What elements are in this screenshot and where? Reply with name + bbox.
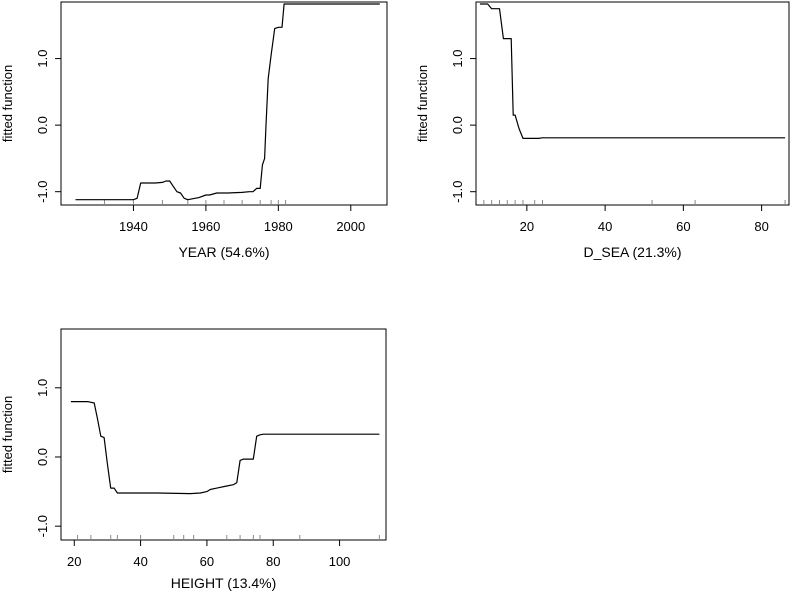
- y-axis-label: fitted function: [415, 65, 430, 142]
- x-tick-label: 1960: [191, 219, 220, 234]
- panel-year: 1940 1960 1980 2000 -1.0 0.0 1.0 YEAR (54.6%) fi…: [0, 1, 388, 260]
- y-tick-label: 0.0: [35, 116, 50, 134]
- y-tick-label: -1.0: [35, 180, 50, 202]
- plot-frame-d-sea: [475, 1, 790, 206]
- y-tick-label: 1.0: [35, 50, 50, 68]
- plot-frame-year: [60, 1, 388, 206]
- x-tick-label: 100: [329, 554, 351, 569]
- x-axis-label: YEAR (54.6%): [178, 244, 269, 260]
- fitted-function-line-year: [75, 3, 380, 201]
- x-tick-label: 2000: [336, 219, 365, 234]
- fitted-function-line-d-sea: [479, 3, 786, 139]
- x-tick-label: 40: [598, 219, 612, 234]
- x-tick-label: 40: [133, 554, 147, 569]
- x-tick-label: 20: [67, 554, 81, 569]
- fitted-function-line-height: [70, 401, 380, 495]
- panel-height: 20 40 60 80 100 -1.0 0.0 1.0 HEIGHT (13.4%) fitte…: [0, 328, 387, 591]
- y-axis-label: fitted function: [0, 65, 15, 142]
- x-axis-label: D_SEA (21.3%): [583, 244, 681, 260]
- y-tick-label: 0.0: [35, 448, 50, 466]
- y-tick-label: -1.0: [35, 515, 50, 537]
- y-tick-label: 1.0: [35, 379, 50, 397]
- x-tick-label: 80: [754, 219, 768, 234]
- x-tick-label: 1980: [264, 219, 293, 234]
- x-tick-label: 60: [200, 554, 214, 569]
- y-tick-label: -1.0: [450, 180, 465, 202]
- x-axis-label: HEIGHT (13.4%): [171, 575, 277, 591]
- plot-frame-height: [60, 328, 387, 541]
- x-tick-label: 1940: [119, 219, 148, 234]
- x-tick-label: 20: [520, 219, 534, 234]
- y-axis-label: fitted function: [0, 396, 15, 473]
- panel-d-sea: 20 40 60 80 -1.0 0.0 1.0 D_SEA (21.3%) fitted fu…: [415, 1, 790, 260]
- y-tick-label: 1.0: [450, 50, 465, 68]
- x-tick-label: 60: [676, 219, 690, 234]
- y-tick-label: 0.0: [450, 116, 465, 134]
- x-tick-label: 80: [266, 554, 280, 569]
